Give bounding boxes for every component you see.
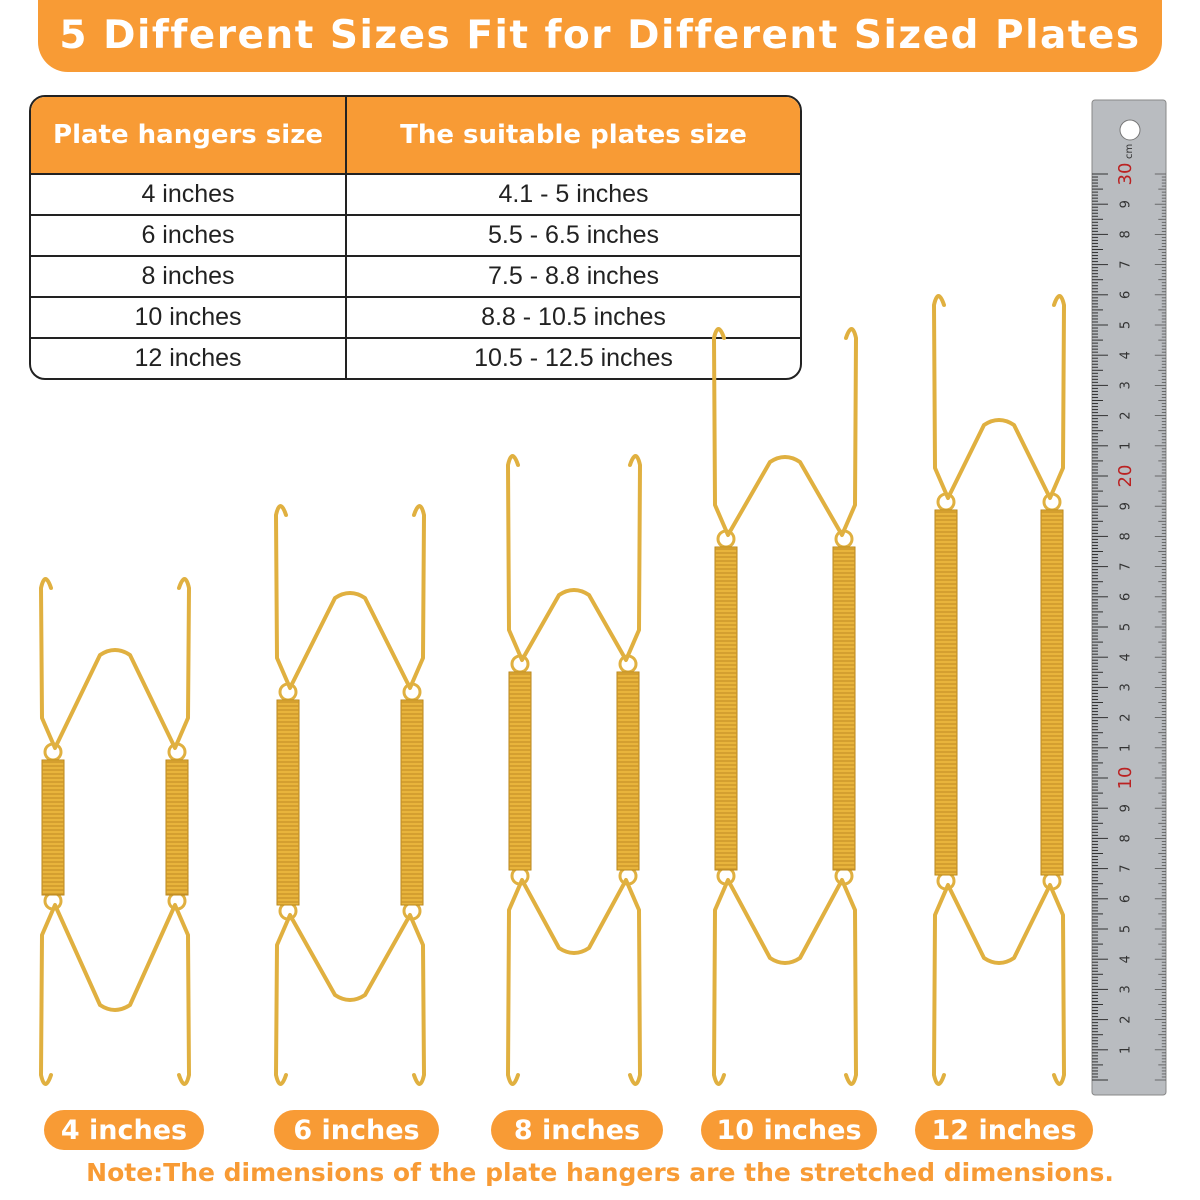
ruler-label: 30 bbox=[1115, 163, 1136, 186]
ruler-label: 2 bbox=[1119, 411, 1134, 419]
ruler: 1 2 3 4 5 6 7 8 9 10 1 2 3 4 5 6 7 8 9 20 1 2 3 4 5 6 7 8 9 30 cm bbox=[1091, 99, 1167, 1096]
ruler-label: 7 bbox=[1119, 562, 1134, 570]
top-wire bbox=[932, 294, 1066, 500]
ruler-label: 8 bbox=[1119, 834, 1134, 842]
header-plate-size: The suitable plates size bbox=[347, 97, 800, 175]
cell: 12 inches bbox=[31, 339, 347, 378]
title-banner: 5 Different Sizes Fit for Different Size… bbox=[38, 0, 1162, 72]
note-text: Note:The dimensions of the plate hangers… bbox=[86, 1158, 1114, 1187]
top-wire bbox=[39, 577, 191, 750]
table-row: 10 inches 8.8 - 10.5 inches bbox=[31, 298, 800, 339]
cell: 10 inches bbox=[31, 298, 347, 339]
cell: 5.5 - 6.5 inches bbox=[347, 216, 800, 257]
ruler-label: 1 bbox=[1119, 442, 1134, 450]
ruler-label: 2 bbox=[1119, 1015, 1134, 1023]
spring bbox=[165, 759, 189, 896]
ruler-label: 10 bbox=[1115, 767, 1136, 790]
ruler-label: 5 bbox=[1119, 623, 1134, 631]
bottom-wire bbox=[712, 878, 858, 1086]
ruler-label: 9 bbox=[1119, 502, 1134, 510]
ruler-label: 20 bbox=[1115, 465, 1136, 488]
ruler-label: 6 bbox=[1119, 593, 1134, 601]
label-4-inches: 4 inches bbox=[44, 1110, 204, 1150]
plate-hanger-6-inches bbox=[274, 504, 426, 1086]
ruler-label: 5 bbox=[1119, 925, 1134, 933]
table-row: 6 inches 5.5 - 6.5 inches bbox=[31, 216, 800, 257]
cell: 8.8 - 10.5 inches bbox=[347, 298, 800, 339]
label-8-inches: 8 inches bbox=[491, 1110, 663, 1150]
ruler-unit: cm bbox=[1124, 144, 1135, 159]
plate-hanger-12-inches bbox=[932, 294, 1066, 1086]
cell: 4.1 - 5 inches bbox=[347, 175, 800, 216]
table-row: 8 inches 7.5 - 8.8 inches bbox=[31, 257, 800, 298]
ruler-label: 4 bbox=[1119, 955, 1134, 963]
top-wire bbox=[274, 504, 426, 690]
ruler-label: 6 bbox=[1119, 895, 1134, 903]
title-text: 5 Different Sizes Fit for Different Size… bbox=[59, 13, 1141, 58]
size-table: Plate hangers size The suitable plates si… bbox=[29, 95, 802, 380]
plate-hanger-10-inches bbox=[712, 327, 858, 1086]
ruler-label: 9 bbox=[1119, 200, 1134, 208]
cell: 7.5 - 8.8 inches bbox=[347, 257, 800, 298]
ruler-label: 8 bbox=[1119, 532, 1134, 540]
bottom-wire bbox=[506, 878, 642, 1086]
ruler-label: 8 bbox=[1119, 230, 1134, 238]
ruler-label: 4 bbox=[1119, 351, 1134, 359]
ruler-label: 7 bbox=[1119, 260, 1134, 268]
cell: 4 inches bbox=[31, 175, 347, 216]
label-10-inches: 10 inches bbox=[701, 1110, 877, 1150]
table-row: 4 inches 4.1 - 5 inches bbox=[31, 175, 800, 216]
ruler-hole bbox=[1119, 119, 1141, 141]
header-hanger-size: Plate hangers size bbox=[31, 97, 347, 175]
top-wire bbox=[506, 454, 642, 662]
ruler-label: 2 bbox=[1119, 713, 1134, 721]
ruler-label: 9 bbox=[1119, 804, 1134, 812]
ruler-label: 1 bbox=[1119, 1046, 1134, 1054]
bottom-wire bbox=[274, 913, 426, 1086]
spring bbox=[41, 759, 65, 896]
label-12-inches: 12 inches bbox=[915, 1110, 1093, 1150]
ruler-label: 7 bbox=[1119, 864, 1134, 872]
ruler-label: 4 bbox=[1119, 653, 1134, 661]
ruler-label: 3 bbox=[1119, 683, 1134, 691]
cell: 8 inches bbox=[31, 257, 347, 298]
label-6-inches: 6 inches bbox=[274, 1110, 439, 1150]
plate-hanger-4-inches bbox=[39, 577, 191, 1086]
plate-hanger-8-inches bbox=[506, 454, 642, 1086]
ruler-label: 3 bbox=[1119, 985, 1134, 993]
ruler-label: 6 bbox=[1119, 291, 1134, 299]
cell: 6 inches bbox=[31, 216, 347, 257]
table-row: 12 inches 10.5 - 12.5 inches bbox=[31, 339, 800, 378]
bottom-wire bbox=[39, 903, 191, 1086]
ruler-label: 3 bbox=[1119, 381, 1134, 389]
cell: 10.5 - 12.5 inches bbox=[474, 344, 673, 372]
bottom-wire bbox=[932, 883, 1066, 1086]
ruler-label: 5 bbox=[1119, 321, 1134, 329]
ruler-label: 1 bbox=[1119, 744, 1134, 752]
top-wire bbox=[712, 327, 858, 537]
